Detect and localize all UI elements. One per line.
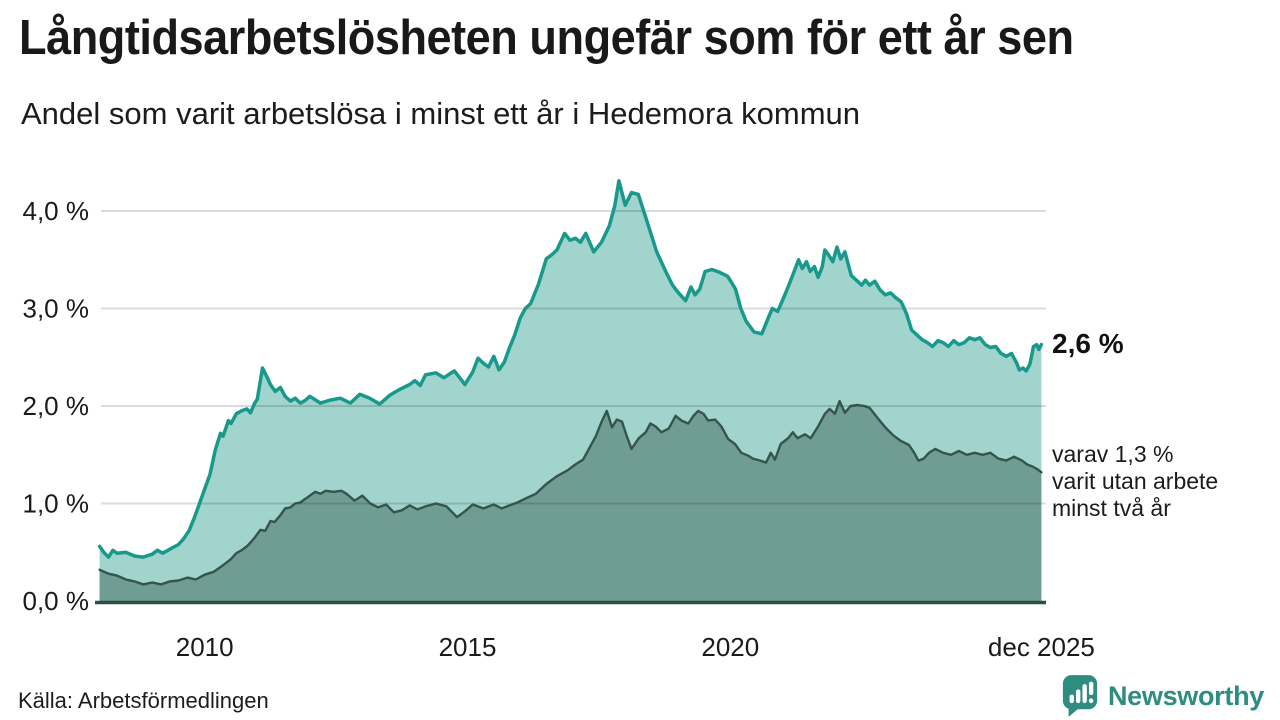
source-credit: Källa: Arbetsförmedlingen: [18, 688, 269, 713]
y-axis-tick-label: 2,0 %: [23, 391, 90, 421]
newsworthy-bubble-chart-icon: [1062, 675, 1098, 717]
area-fill: [99, 401, 1042, 601]
x-axis-tick-label: 2015: [439, 632, 497, 662]
newsworthy-logo-text: Newsworthy: [1107, 680, 1264, 711]
y-axis-tick-label: 0,0 %: [23, 586, 90, 616]
two-year-series-line: [98, 399, 1043, 586]
latest-value-label: 2,6 %: [1052, 328, 1124, 359]
x-axis-tick-label: dec 2025: [988, 632, 1095, 662]
newsworthy-logo: Newsworthy: [1061, 674, 1264, 718]
page-subtitle: Andel som varit arbetslösa i minst ett å…: [21, 96, 861, 131]
page-title: Långtidsarbetslösheten ungefär som för e…: [19, 11, 1074, 65]
one-year-series-line: [97, 179, 1044, 559]
secondary-series-annotation: varav 1,3 % varit utan arbete minst två …: [1052, 441, 1219, 521]
x-axis-tick-label: 2020: [701, 632, 759, 662]
x-axis-tick-label: 2010: [176, 632, 234, 662]
y-axis-tick-label: 3,0 %: [23, 294, 90, 324]
y-axis-tick-label: 1,0 %: [23, 489, 90, 519]
y-axis-tick-label: 4,0 %: [23, 196, 90, 226]
